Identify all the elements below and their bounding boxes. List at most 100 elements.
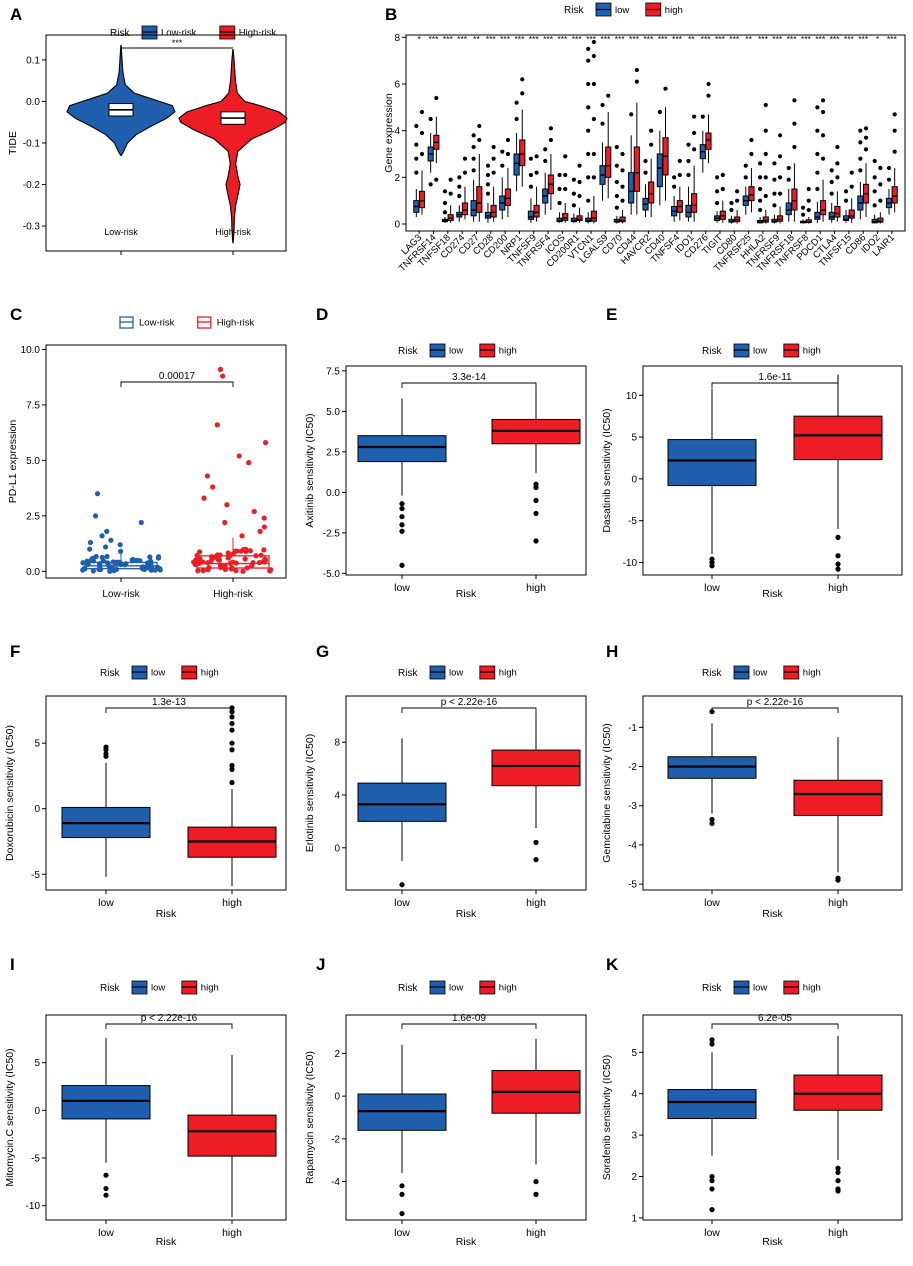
box-iqr bbox=[519, 139, 526, 167]
outlier-point bbox=[586, 151, 591, 157]
x-axis-label: Risk bbox=[456, 908, 477, 920]
y-tick-label: 6 bbox=[394, 80, 400, 91]
box-iqr bbox=[61, 1085, 151, 1120]
outlier-point bbox=[763, 151, 768, 157]
outlier-point bbox=[835, 534, 841, 540]
outlier-point bbox=[763, 175, 768, 180]
significance-label: *** bbox=[514, 34, 525, 44]
legend-label: low bbox=[753, 983, 767, 994]
significance-label: *** bbox=[457, 34, 468, 44]
y-axis-label: Gemcitabine sensitivity (IC50) bbox=[601, 723, 613, 862]
jitter-point bbox=[80, 560, 86, 566]
plot-frame bbox=[345, 365, 587, 576]
jitter-point bbox=[239, 533, 245, 539]
outlier-point bbox=[709, 820, 715, 826]
jitter-point bbox=[262, 556, 268, 562]
outlier-point bbox=[757, 198, 763, 203]
box-iqr bbox=[667, 439, 757, 487]
legend-title: Risk bbox=[398, 668, 418, 679]
x-tick-label: low bbox=[704, 582, 720, 594]
legend-label: low bbox=[615, 5, 629, 16]
y-tick-label: 10.0 bbox=[21, 345, 41, 356]
outlier-point bbox=[777, 191, 783, 196]
jitter-point bbox=[102, 544, 109, 550]
jitter-point bbox=[94, 491, 101, 497]
outlier-point bbox=[471, 133, 476, 138]
outlier-point bbox=[419, 130, 425, 136]
box-iqr bbox=[814, 211, 821, 220]
significance-label: *** bbox=[429, 34, 440, 44]
outlier-point bbox=[399, 1210, 405, 1217]
outlier-point bbox=[533, 1178, 539, 1185]
y-axis-label: Sorafenib sensitivity (IC50) bbox=[601, 1055, 613, 1180]
p-value-label: 0.00017 bbox=[159, 371, 196, 382]
plot-frame bbox=[642, 1014, 903, 1221]
outlier-point bbox=[743, 163, 748, 168]
significance-bracket bbox=[401, 707, 537, 713]
outlier-point bbox=[477, 123, 482, 129]
box-iqr bbox=[667, 1089, 757, 1120]
jitter-point bbox=[104, 553, 110, 560]
outlier-point bbox=[557, 172, 562, 178]
jitter-point bbox=[220, 373, 226, 379]
box-iqr bbox=[785, 202, 792, 216]
outlier-point bbox=[534, 154, 539, 159]
y-tick-label: -10 bbox=[26, 1201, 41, 1212]
significance-label: *** bbox=[500, 34, 511, 44]
legend-title: Risk bbox=[564, 5, 584, 16]
outlier-point bbox=[557, 186, 562, 192]
outlier-point bbox=[643, 158, 648, 164]
p-value-label: 1.6e-09 bbox=[452, 1013, 486, 1024]
significance-label: *** bbox=[772, 34, 783, 44]
significance-label: *** bbox=[701, 34, 712, 44]
outlier-point bbox=[777, 175, 783, 180]
y-tick-label: 0 bbox=[394, 220, 400, 231]
outlier-point bbox=[571, 191, 576, 196]
x-tick-label: Low-risk bbox=[104, 227, 138, 237]
outlier-point bbox=[729, 207, 734, 213]
significance-bracket bbox=[711, 707, 839, 713]
outlier-point bbox=[591, 151, 596, 157]
jitter-point bbox=[261, 524, 267, 530]
outlier-point bbox=[806, 207, 811, 213]
x-tick-label: high bbox=[828, 897, 848, 909]
legend-label: low bbox=[753, 346, 767, 357]
panel-letter: D bbox=[316, 305, 328, 324]
outlier-point bbox=[229, 762, 235, 769]
outlier-point bbox=[500, 163, 505, 168]
outlier-point bbox=[886, 165, 892, 171]
y-tick-label: -5 bbox=[31, 870, 40, 881]
outlier-point bbox=[709, 1207, 715, 1213]
outlier-point bbox=[706, 81, 711, 87]
outlier-point bbox=[103, 1192, 109, 1198]
jitter-point bbox=[155, 555, 162, 561]
outlier-point bbox=[586, 58, 591, 63]
plot-frame bbox=[345, 1014, 587, 1221]
outlier-point bbox=[872, 158, 877, 164]
outlier-point bbox=[620, 198, 625, 203]
outlier-point bbox=[735, 198, 740, 203]
legend-title: Risk bbox=[398, 983, 418, 994]
significance-label: *** bbox=[830, 34, 841, 44]
outlier-point bbox=[820, 133, 826, 138]
outlier-point bbox=[586, 128, 591, 133]
outlier-point bbox=[399, 882, 405, 888]
x-axis-label: Risk bbox=[456, 1236, 477, 1248]
outlier-point bbox=[777, 133, 783, 138]
significance-bracket bbox=[401, 1023, 537, 1029]
jitter-point bbox=[87, 539, 94, 546]
outlier-point bbox=[414, 123, 419, 129]
jitter-point bbox=[261, 515, 267, 521]
outlier-point bbox=[806, 198, 811, 203]
outlier-point bbox=[548, 126, 554, 131]
outlier-point bbox=[399, 505, 405, 512]
box-iqr bbox=[418, 190, 426, 209]
x-tick-label: high bbox=[526, 1227, 546, 1239]
jitter-point bbox=[224, 502, 230, 508]
legend-label: high bbox=[499, 668, 517, 679]
outlier-point bbox=[414, 170, 419, 175]
outlier-point bbox=[462, 170, 468, 175]
outlier-point bbox=[634, 67, 639, 73]
jitter-point bbox=[87, 546, 93, 552]
outlier-point bbox=[878, 165, 883, 171]
